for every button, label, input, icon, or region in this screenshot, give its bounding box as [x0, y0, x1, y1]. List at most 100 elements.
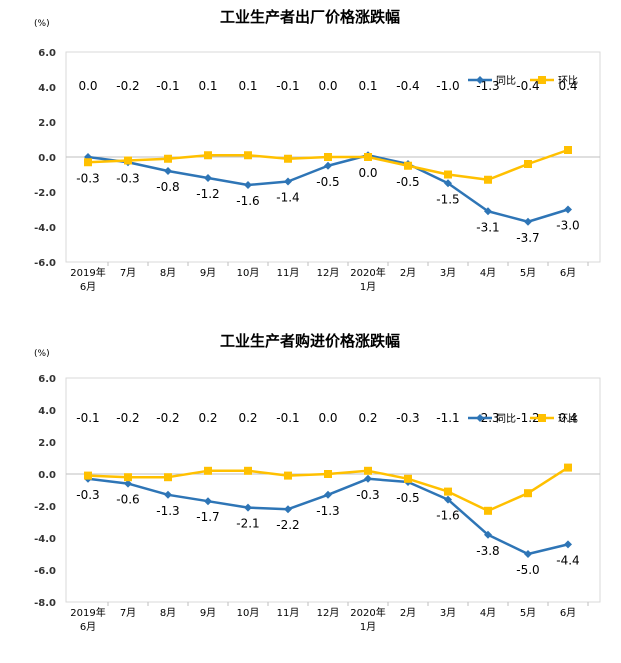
- data-label: -0.5: [316, 175, 339, 189]
- legend-marker-diamond: [476, 414, 484, 422]
- chart-title: 工业生产者购进价格涨跌幅: [220, 332, 400, 350]
- plot-area-border: [65, 377, 601, 603]
- y-tick-label: 4.0: [38, 406, 56, 417]
- x-tick-label: 3月: [440, 607, 456, 619]
- y-tick-label: 4.0: [38, 83, 56, 94]
- x-tick-label: 10月: [237, 607, 260, 619]
- x-tick-label: 6月: [560, 607, 576, 619]
- series-point-diamond: [164, 490, 172, 499]
- x-tick-label: 2020年: [350, 606, 385, 619]
- series-point-diamond: [364, 474, 372, 483]
- data-label: -0.5: [396, 491, 419, 505]
- series-point-square: [204, 151, 212, 160]
- data-label: -1.0: [436, 79, 459, 93]
- data-label: -1.1: [436, 411, 459, 425]
- data-label: 0.0: [358, 166, 377, 180]
- series-point-diamond: [444, 179, 452, 188]
- x-tick-label: 11月: [277, 607, 300, 619]
- series-point-diamond: [564, 540, 572, 549]
- x-tick-label: 9月: [200, 267, 216, 279]
- series-point-square: [244, 466, 252, 475]
- data-label: -0.3: [76, 171, 99, 185]
- x-tick-label: 2月: [400, 267, 416, 279]
- ppi-output-chart-svg: 工业生产者出厂价格涨跌幅 (%) 6.0 4.0 2.0 0.0 -2.0 -4.0 -6.0 2…: [34, 8, 601, 293]
- y-tick-label: 0.0: [38, 470, 56, 481]
- data-label: -0.2: [116, 79, 139, 93]
- series-point-diamond: [124, 479, 132, 488]
- data-label: -5.0: [516, 563, 539, 577]
- series-point-square: [324, 153, 332, 161]
- series-point-diamond: [204, 497, 212, 506]
- x-tick-label-sub: 6月: [80, 621, 96, 633]
- data-label: 0.1: [198, 79, 217, 93]
- y-tick-label: 0.0: [38, 153, 56, 164]
- data-label: -0.2: [156, 411, 179, 425]
- data-label: 0.1: [358, 79, 377, 93]
- x-tick-label-sub: 6月: [80, 281, 96, 293]
- data-label: -0.1: [276, 79, 299, 93]
- data-label: -3.1: [476, 220, 499, 234]
- x-tick-label: 3月: [440, 267, 456, 279]
- series-point-square: [164, 154, 172, 163]
- series-point-diamond: [324, 490, 332, 499]
- data-label: -3.7: [516, 231, 539, 245]
- legend-label: 同比: [496, 413, 516, 425]
- data-label: 0.2: [238, 411, 257, 425]
- series-point-diamond: [324, 161, 332, 170]
- data-label: 0.0: [318, 411, 337, 425]
- series-point-square: [284, 471, 292, 480]
- series-point-square: [124, 156, 132, 165]
- series-point-diamond: [524, 217, 532, 226]
- data-label: -2.1: [236, 517, 259, 531]
- y-tick-label: 2.0: [38, 438, 56, 449]
- series-point-diamond: [524, 550, 532, 558]
- data-label: -0.2: [116, 411, 139, 425]
- series-point-diamond: [244, 503, 252, 512]
- y-tick-label: 6.0: [38, 48, 56, 59]
- x-tick-label: 7月: [120, 267, 136, 279]
- series-point-square: [364, 466, 372, 475]
- x-tick-label: 4月: [480, 607, 496, 619]
- x-tick-label: 8月: [160, 607, 176, 619]
- x-tick-label: 7月: [120, 607, 136, 619]
- data-label: -0.1: [76, 411, 99, 425]
- x-tick-label: 8月: [160, 267, 176, 279]
- series-point-diamond: [484, 530, 492, 539]
- data-label: -4.4: [556, 553, 579, 567]
- x-tick-label: 4月: [480, 267, 496, 279]
- data-label: -0.1: [156, 79, 179, 93]
- series-point-square: [364, 153, 372, 161]
- y-unit-label: (%): [34, 349, 50, 359]
- data-label: -1.2: [196, 187, 219, 201]
- data-label: -1.4: [276, 191, 299, 205]
- data-label: -0.3: [76, 488, 99, 502]
- series-point-diamond: [284, 505, 292, 514]
- series-point-square: [564, 463, 572, 472]
- legend-marker-diamond: [476, 76, 484, 84]
- data-label: -2.2: [276, 518, 299, 532]
- data-label: -0.5: [396, 175, 419, 189]
- series-point-square: [444, 170, 452, 179]
- ppi-purchase-chart-svg: 工业生产者购进价格涨跌幅 (%) 6.0 4.0 2.0 0.0 -2.0 -4.0 -6.0 -…: [34, 332, 601, 633]
- x-tick-label: 2019年: [70, 606, 105, 619]
- series-point-square: [84, 471, 92, 480]
- series-point-diamond: [564, 205, 572, 214]
- y-tick-label: -2.0: [34, 188, 56, 199]
- y-tick-label: -4.0: [34, 223, 56, 234]
- series-point-diamond: [284, 177, 292, 186]
- series-point-square: [124, 473, 132, 482]
- x-tick-label-sub: 1月: [360, 281, 376, 293]
- x-tick-label: 2020年: [350, 266, 385, 279]
- series-point-square: [484, 175, 492, 184]
- series-point-square: [444, 487, 452, 496]
- data-label: -0.1: [276, 411, 299, 425]
- x-tick-label: 5月: [520, 267, 536, 279]
- data-label: 0.2: [198, 411, 217, 425]
- data-label: -0.6: [116, 493, 139, 507]
- series-point-square: [204, 466, 212, 475]
- series-point-diamond: [244, 181, 252, 189]
- data-label: -0.8: [156, 180, 179, 194]
- data-label: 0.4: [558, 79, 577, 93]
- data-label: -1.7: [196, 510, 219, 524]
- data-label: 0.4: [558, 411, 577, 425]
